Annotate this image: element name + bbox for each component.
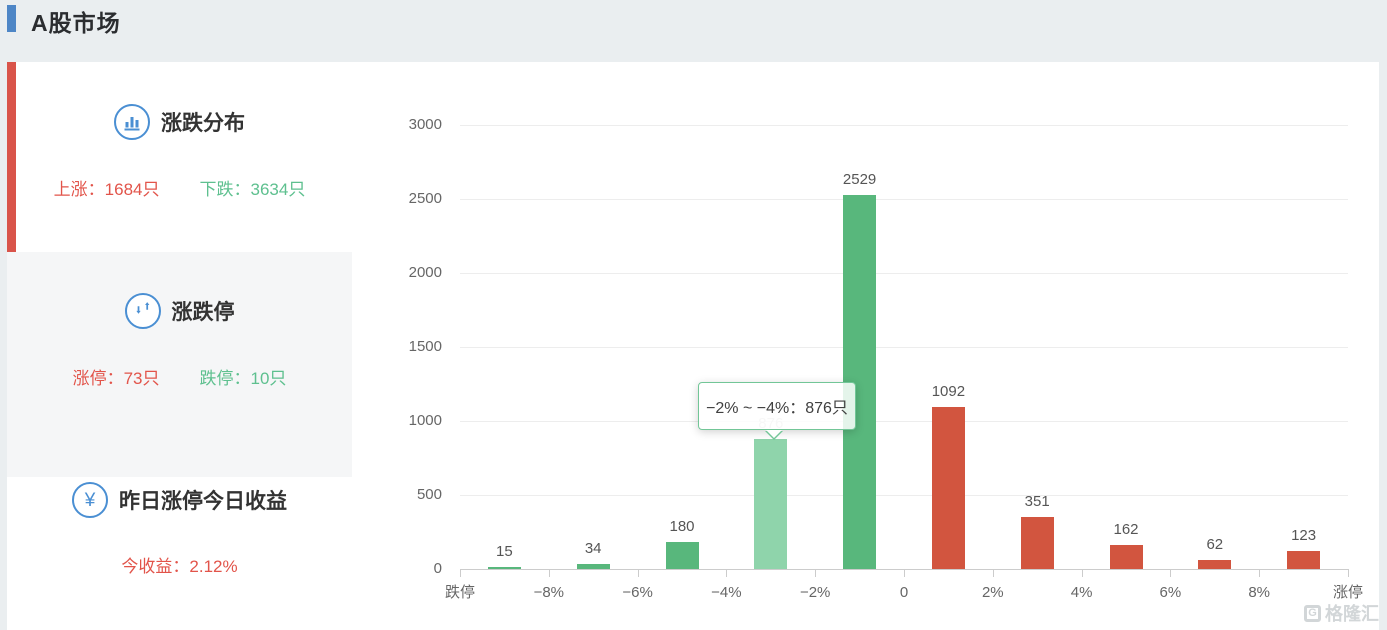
bar-chart-icon — [114, 104, 150, 140]
stat-down-count: 下跌：3634只 — [199, 180, 306, 199]
active-section-accent-bar — [7, 62, 16, 252]
bar[interactable] — [843, 194, 877, 569]
bar[interactable] — [754, 439, 788, 569]
yen-icon: ¥ — [72, 482, 108, 518]
sidebar-item-yesterday-limit-return[interactable]: ¥ 昨日涨停今日收益 今收益：2.12% — [7, 477, 352, 630]
bar[interactable] — [1109, 545, 1143, 569]
sidebar-item-label: 昨日涨停今日收益 — [119, 490, 287, 513]
bar[interactable] — [1198, 559, 1232, 569]
bar[interactable] — [1020, 517, 1054, 569]
stat-limit-down-count: 跌停：10只 — [199, 369, 287, 388]
page-title: A股市场 — [31, 10, 121, 36]
chart-tooltip-text: −2% ~ −4%：876只 — [706, 400, 848, 417]
watermark-logo: G 格隆汇 — [1304, 600, 1379, 626]
bar[interactable] — [576, 563, 610, 569]
sidebar: 涨跌分布 上涨：1684只 下跌：3634只 涨跌停 涨停：73只 跌停：10只… — [7, 62, 352, 630]
bar[interactable] — [665, 542, 699, 569]
sidebar-item-label: 涨跌停 — [171, 301, 235, 324]
bar[interactable] — [1287, 550, 1321, 569]
page-header: A股市场 — [0, 0, 1387, 62]
stat-up-count: 上涨：1684只 — [53, 180, 160, 199]
watermark-text: 格隆汇 — [1325, 604, 1379, 624]
stat-today-return: 今收益：2.12% — [121, 557, 238, 576]
up-down-arrows-icon — [124, 293, 161, 329]
title-accent-bar — [7, 5, 16, 32]
chart-tooltip: −2% ~ −4%：876只 — [698, 382, 856, 440]
bar[interactable] — [931, 407, 965, 569]
stat-limit-up-count: 涨停：73只 — [72, 369, 160, 388]
bar[interactable] — [487, 566, 521, 569]
sidebar-item-limit-updown[interactable]: 涨跌停 涨停：73只 跌停：10只 — [7, 252, 352, 477]
sidebar-item-label: 涨跌分布 — [161, 112, 245, 135]
sidebar-item-updown-distribution[interactable]: 涨跌分布 上涨：1684只 下跌：3634只 — [7, 62, 352, 252]
gelonghui-g-icon: G — [1304, 604, 1321, 622]
